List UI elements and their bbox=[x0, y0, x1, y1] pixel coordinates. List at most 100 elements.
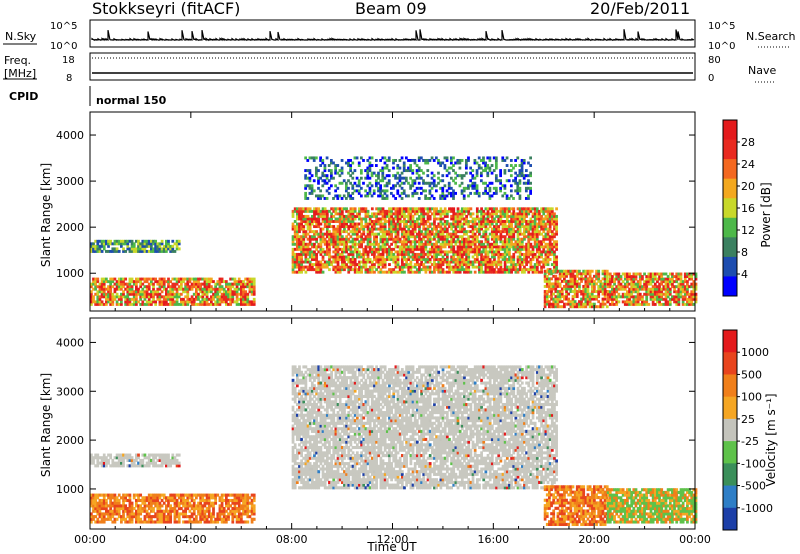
echo-cell bbox=[503, 225, 507, 229]
echo-cell bbox=[529, 164, 532, 167]
echo-cell bbox=[617, 292, 621, 296]
echo-cell bbox=[422, 252, 426, 256]
date-title: 20/Feb/2011 bbox=[590, 0, 690, 18]
echo-cell bbox=[546, 263, 550, 267]
echo-cell bbox=[558, 277, 562, 281]
echo-cell bbox=[452, 220, 456, 223]
echo-cell bbox=[109, 282, 113, 286]
echo-cell bbox=[428, 242, 432, 246]
echo-cell bbox=[364, 225, 368, 229]
echo-cell bbox=[128, 496, 132, 500]
echo-cell bbox=[370, 225, 374, 229]
echo-cell bbox=[505, 156, 509, 160]
echo-cell bbox=[336, 265, 340, 269]
echo-cell bbox=[203, 280, 207, 284]
echo-cell bbox=[484, 217, 488, 221]
echo-cell bbox=[407, 235, 411, 239]
echo-cell bbox=[102, 496, 106, 500]
echo-cell bbox=[503, 222, 507, 226]
echo-cell bbox=[353, 209, 357, 213]
echo-cell bbox=[306, 237, 310, 241]
echo-cell bbox=[392, 212, 396, 216]
echo-cell bbox=[415, 258, 419, 261]
echo-cell bbox=[368, 245, 372, 249]
echo-cell bbox=[494, 166, 498, 170]
echo-cell bbox=[490, 220, 494, 223]
echo-cell bbox=[441, 189, 445, 193]
echo-cell bbox=[443, 164, 447, 167]
echo-cell bbox=[426, 258, 430, 261]
echo-cell bbox=[351, 237, 355, 241]
echo-cell bbox=[443, 209, 447, 213]
echo-cell bbox=[327, 186, 331, 190]
echo-cell bbox=[385, 164, 389, 167]
echo-cell bbox=[499, 270, 503, 274]
echo-cell bbox=[242, 295, 245, 299]
echo-cell bbox=[334, 217, 338, 221]
echo-cell bbox=[381, 265, 385, 269]
echo-cell bbox=[336, 230, 340, 234]
echo-cell bbox=[575, 279, 579, 283]
echo-cell bbox=[366, 214, 370, 218]
echo-cell bbox=[383, 212, 387, 216]
echo-cell bbox=[353, 265, 357, 269]
echo-cell bbox=[467, 268, 471, 272]
echo-cell bbox=[449, 158, 453, 162]
echo-cell bbox=[175, 287, 179, 291]
echo-cell bbox=[458, 260, 462, 264]
echo-cell bbox=[482, 258, 486, 261]
echo-cell bbox=[492, 169, 496, 173]
echo-cell bbox=[293, 225, 297, 229]
cpid-value: normal 150 bbox=[96, 94, 167, 107]
echo-cell bbox=[355, 235, 359, 239]
echo-cell bbox=[518, 194, 522, 198]
echo-cell bbox=[353, 258, 357, 261]
echo-cell bbox=[488, 258, 492, 261]
echo-cell bbox=[300, 265, 303, 269]
echo-cell bbox=[351, 258, 355, 261]
echo-cell bbox=[396, 263, 400, 267]
echo-cell bbox=[139, 247, 143, 251]
echo-cell bbox=[137, 239, 140, 243]
echo-cell bbox=[358, 217, 361, 221]
echo-cell bbox=[465, 220, 468, 223]
echo-cell bbox=[465, 217, 468, 221]
echo-cell bbox=[115, 249, 119, 253]
echo-cell bbox=[411, 270, 415, 274]
echo-cell bbox=[418, 265, 421, 269]
echo-cell bbox=[433, 222, 436, 226]
echo-cell bbox=[668, 290, 672, 294]
echo-cell bbox=[448, 260, 451, 264]
echo-cell bbox=[480, 260, 483, 264]
echo-cell bbox=[139, 249, 143, 253]
echo-cell bbox=[224, 297, 228, 301]
echo-cell bbox=[495, 263, 498, 267]
echo-cell bbox=[668, 287, 672, 291]
echo-cell bbox=[390, 237, 393, 241]
echo-cell bbox=[488, 260, 492, 264]
echo-cell bbox=[590, 292, 594, 296]
echo-cell bbox=[437, 225, 441, 229]
echo-cell bbox=[334, 230, 338, 234]
echo-cell bbox=[362, 252, 366, 256]
echo-cell bbox=[480, 207, 483, 211]
echo-cell bbox=[403, 258, 406, 261]
echo-cell bbox=[212, 297, 215, 301]
echo-cell bbox=[325, 240, 329, 244]
echo-cell bbox=[360, 227, 363, 231]
echo-cell bbox=[430, 263, 434, 267]
echo-cell bbox=[175, 300, 179, 304]
echo-cell bbox=[409, 242, 413, 246]
echo-cell bbox=[158, 285, 162, 289]
echo-cell bbox=[426, 237, 430, 241]
echo-cell bbox=[385, 240, 389, 244]
echo-cell bbox=[128, 282, 132, 286]
echo-cell bbox=[660, 290, 664, 294]
echo-cell bbox=[239, 292, 243, 296]
echo-cell bbox=[638, 282, 642, 286]
echo-cell bbox=[340, 217, 344, 221]
echo-cell bbox=[445, 214, 449, 218]
echo-cell bbox=[184, 295, 188, 299]
echo-cell bbox=[94, 239, 98, 243]
echo-cell bbox=[409, 235, 413, 239]
